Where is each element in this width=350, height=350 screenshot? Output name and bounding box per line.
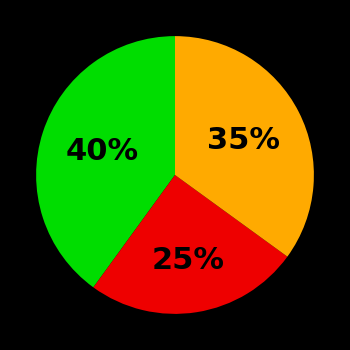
Text: 35%: 35% (206, 126, 280, 155)
Wedge shape (93, 175, 287, 314)
Text: 25%: 25% (152, 246, 225, 274)
Text: 40%: 40% (66, 137, 139, 166)
Wedge shape (36, 36, 175, 287)
Wedge shape (175, 36, 314, 257)
